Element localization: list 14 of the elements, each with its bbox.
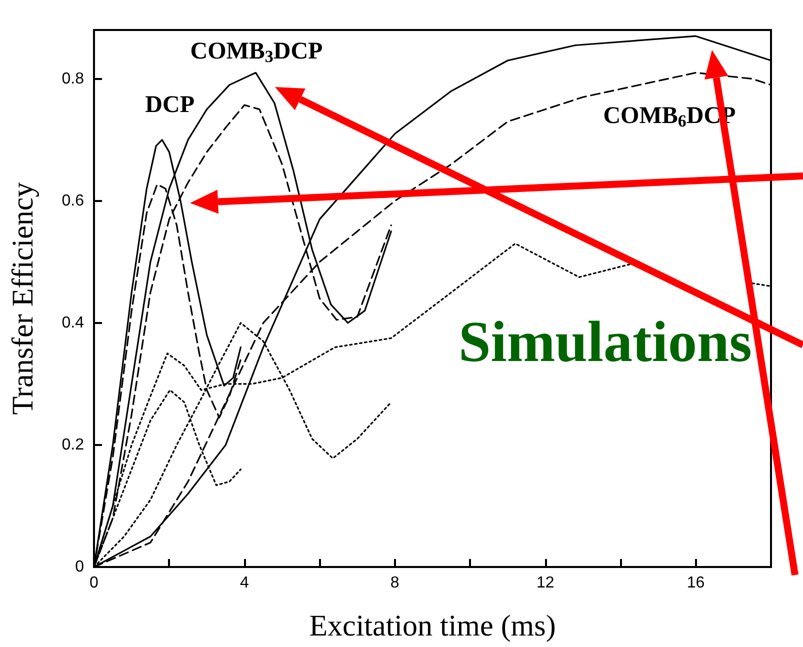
x-tick-label: 0 — [90, 574, 99, 592]
y-axis-title: Transfer Efficiency — [6, 182, 40, 415]
y-tick-label: 0.4 — [62, 314, 84, 332]
x-axis-title: Excitation time (ms) — [309, 610, 556, 642]
y-tick-label: 0 — [75, 558, 84, 576]
annotation: DCP — [145, 92, 194, 118]
y-tick-label: 0.6 — [62, 192, 84, 210]
x-tick-label: 16 — [686, 574, 705, 592]
y-tick-label: 0.8 — [62, 70, 84, 88]
x-tick-label: 12 — [536, 574, 554, 592]
x-tick-label: 4 — [240, 574, 249, 592]
annotation: Simulations — [458, 308, 752, 374]
x-tick-label: 8 — [390, 574, 400, 592]
y-tick-label: 0.2 — [62, 436, 84, 454]
